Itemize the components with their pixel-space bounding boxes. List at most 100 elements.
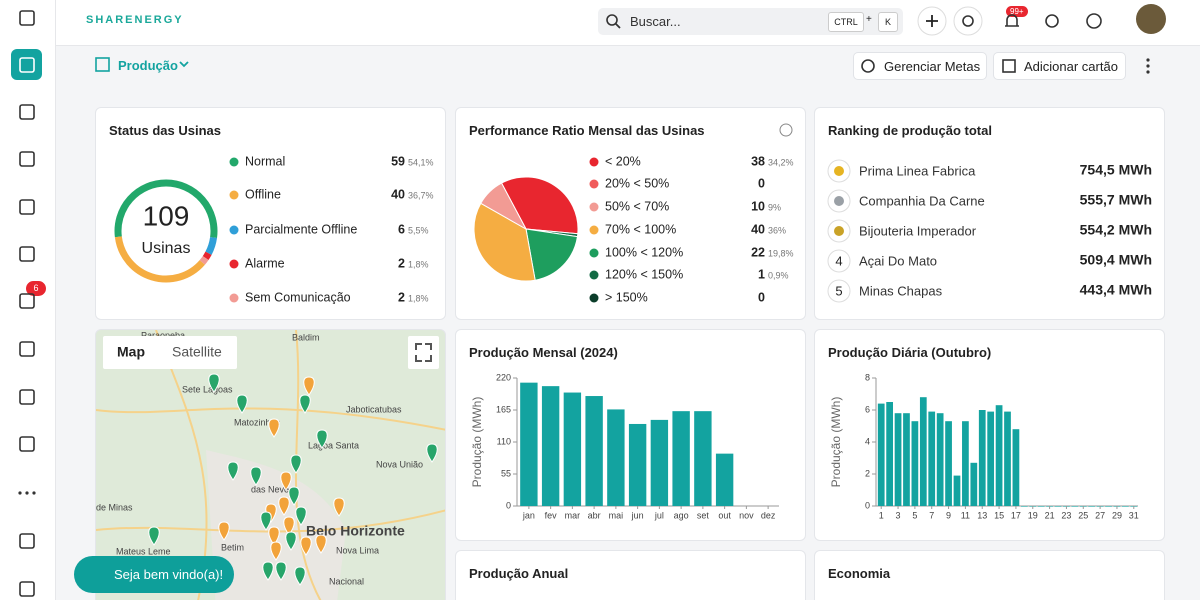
x-tick-label: dez	[761, 510, 776, 520]
legend-count: 40	[751, 222, 765, 236]
x-tick-label: 11	[961, 510, 970, 520]
bar	[1054, 506, 1062, 507]
bar	[911, 421, 919, 506]
y-tick-label: 4	[865, 436, 870, 446]
pie-slice	[473, 202, 536, 282]
card-title: Produção Diária (Outubro)	[828, 345, 992, 360]
card-title: Produção Mensal (2024)	[469, 345, 618, 360]
bar	[945, 421, 952, 506]
legend-label: Normal	[245, 154, 285, 168]
bar	[1071, 506, 1079, 507]
legend-label: 20% < 50%	[605, 176, 669, 190]
x-tick-label: 31	[1129, 510, 1139, 520]
map-pin	[278, 496, 290, 516]
legend-label: Offline	[245, 187, 281, 201]
bar	[563, 392, 582, 506]
map-place: Belo Horizonte	[306, 523, 405, 539]
map-pin	[262, 561, 274, 581]
y-tick-label: 220	[496, 372, 511, 382]
map-place: das Neves	[251, 484, 294, 494]
bar	[520, 382, 538, 506]
map-place: Baldim	[292, 332, 320, 342]
legend-share: 0,9%	[768, 270, 789, 280]
ranking-value: 754,5 MWh	[1080, 162, 1152, 178]
legend-label: > 150%	[605, 290, 648, 304]
legend-dot	[589, 270, 599, 280]
bar	[1020, 506, 1028, 507]
fullscreen-button[interactable]	[408, 336, 439, 369]
x-tick-label: 27	[1095, 510, 1105, 520]
map-pin	[208, 373, 220, 393]
map-pin	[299, 394, 311, 414]
card-graphic: < 20% 38 34,2%20% < 50% 050% < 70% 10 9%70% <…	[473, 123, 794, 304]
x-tick-label: 29	[1112, 510, 1122, 520]
map-place: Sete Lagoas	[182, 384, 233, 394]
map-pin	[303, 376, 315, 396]
bar	[541, 386, 560, 506]
add-card-button[interactable]: Adicionar cartão	[993, 52, 1126, 80]
info-icon	[779, 123, 793, 137]
legend-label: 100% < 120%	[605, 245, 683, 259]
x-tick-label: 5	[912, 510, 917, 520]
ranking-value: 555,7 MWh	[1080, 192, 1152, 208]
card-title: Produção Anual	[469, 566, 569, 581]
map-place: Nacional	[329, 576, 364, 586]
donut-total-label: Usinas	[142, 240, 191, 257]
map-place: Lagoa Santa	[308, 440, 359, 450]
map-tab: Map	[117, 344, 145, 360]
manage-goals-button[interactable]: Gerenciar Metas	[853, 52, 987, 80]
legend-label: 70% < 100%	[605, 222, 676, 236]
bar	[903, 413, 910, 506]
legend-dot	[229, 225, 239, 235]
map-place: Nova Lima	[336, 545, 379, 555]
x-tick-label: 1	[879, 510, 884, 520]
more-menu	[1146, 70, 1150, 74]
legend-share: 5,5%	[408, 225, 429, 235]
daily-card: Produção Diária (Outubro) 0 2 4 6 8 Produção (…	[814, 329, 1165, 541]
x-tick-label: nov	[739, 510, 754, 520]
card-title: Ranking de produção total	[828, 123, 992, 138]
x-tick-label: jan	[522, 510, 535, 520]
map-pin	[270, 541, 282, 561]
map-road	[295, 330, 322, 600]
x-tick-label: 25	[1078, 510, 1088, 520]
shortcut-key: K	[878, 12, 898, 32]
x-tick-label: 23	[1061, 510, 1071, 520]
legend-count: 59	[391, 154, 405, 168]
shortcut-plus: +	[866, 14, 872, 25]
bar	[1105, 506, 1112, 507]
search-placeholder: Buscar...	[630, 14, 681, 29]
bar	[1088, 506, 1096, 507]
x-tick-label: fev	[545, 510, 558, 520]
bar	[970, 462, 978, 506]
pie-slice	[500, 176, 579, 235]
legend-count: 2	[398, 290, 405, 304]
map-tab: Satellite	[172, 344, 222, 360]
map-pin	[275, 561, 287, 581]
bar	[894, 413, 902, 506]
map-pin	[300, 536, 312, 556]
pie-slice	[525, 228, 578, 281]
page-selector[interactable]: Produção	[118, 58, 178, 73]
x-tick-label: 17	[1011, 510, 1021, 520]
monthly-card: Produção Mensal (2024) 0 55 110 165 220 Produç…	[455, 329, 806, 541]
x-tick-label: 9	[946, 510, 951, 520]
map-pin	[315, 534, 327, 554]
chevron	[179, 61, 189, 68]
x-tick-label: 19	[1028, 510, 1038, 520]
card-graphic: 109 Usinas Normal 59 54,1% Offline 40 36,7% Parc…	[114, 154, 434, 304]
bar	[886, 402, 893, 506]
x-tick-label: mar	[565, 510, 581, 520]
legend-dot	[589, 157, 599, 167]
trophy-icon	[834, 166, 844, 176]
more-menu	[1146, 64, 1150, 68]
donut-segment	[205, 236, 218, 255]
fullscreen-icon	[415, 343, 432, 362]
map-type-toggle[interactable]	[103, 336, 237, 369]
donut-segment	[199, 256, 209, 265]
bar	[936, 413, 944, 506]
ranking-name: Açai Do Mato	[859, 253, 937, 268]
bar	[877, 403, 885, 506]
map-pin	[280, 471, 292, 491]
notification-badge: 99+	[1006, 6, 1028, 17]
